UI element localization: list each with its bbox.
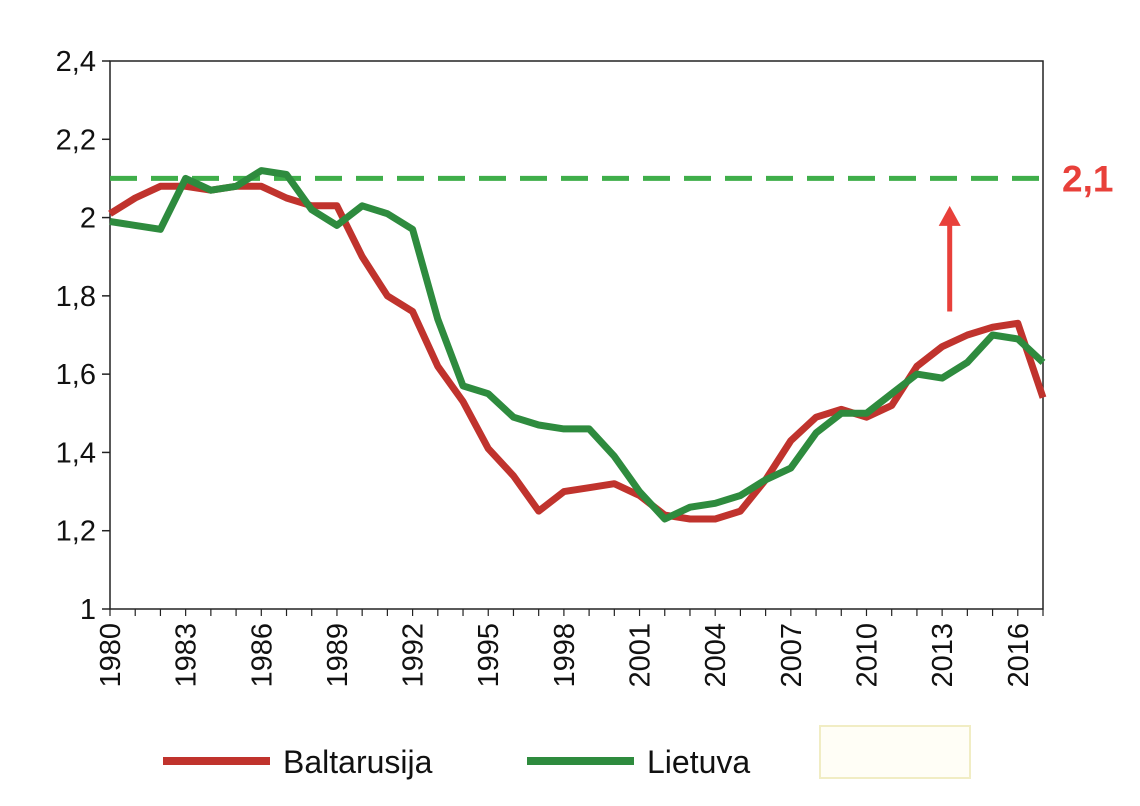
y-tick-label: 2,4 — [56, 46, 96, 78]
legend-empty-box — [819, 725, 971, 779]
x-tick-label: 2013 — [927, 623, 959, 688]
series-line-baltarusija — [108, 182, 1047, 523]
reference-label: 2,1 — [1062, 158, 1113, 199]
x-tick-label: 1983 — [171, 623, 203, 688]
plot-area — [108, 60, 1047, 610]
x-tick-label: 1980 — [95, 623, 127, 688]
x-tick-label: 1998 — [549, 623, 581, 688]
legend: Baltarusija Lietuva — [163, 725, 971, 780]
x-tick-label: 2010 — [851, 623, 883, 688]
y-tick-label: 1,8 — [56, 281, 96, 313]
y-tick-label: 1,4 — [56, 437, 96, 469]
y-tick-label: 2 — [80, 203, 96, 235]
x-tick-label: 2007 — [776, 623, 808, 688]
x-tick-label: 2001 — [625, 623, 657, 688]
y-tick-label: 1,2 — [56, 516, 96, 548]
y-tick-label: 1,6 — [56, 359, 96, 391]
x-tick-label: 1995 — [473, 623, 505, 688]
x-tick-label: 1992 — [398, 623, 430, 688]
x-tick-label: 1989 — [322, 623, 354, 688]
x-axis-ticks: 1980 1983 1986 1989 1992 1995 1998 2001 2004 2007… — [95, 609, 1044, 688]
x-tick-label: 2004 — [700, 623, 732, 688]
x-tick-label: 1986 — [246, 623, 278, 688]
plot-frame — [109, 60, 1044, 610]
legend-label-baltarusija: Baltarusija — [283, 744, 433, 780]
arrow-head — [938, 205, 961, 226]
x-tick-label: 2016 — [1003, 623, 1035, 688]
y-tick-label: 2,2 — [56, 124, 96, 156]
y-axis-ticks: 1 1,2 1,4 1,6 1,8 2 2,2 2,4 — [56, 46, 110, 626]
legend-label-lietuva: Lietuva — [647, 744, 750, 780]
annotations: 2,1 — [938, 158, 1113, 312]
y-tick-label: 1 — [80, 594, 96, 626]
series-line-lietuva — [109, 167, 1046, 523]
